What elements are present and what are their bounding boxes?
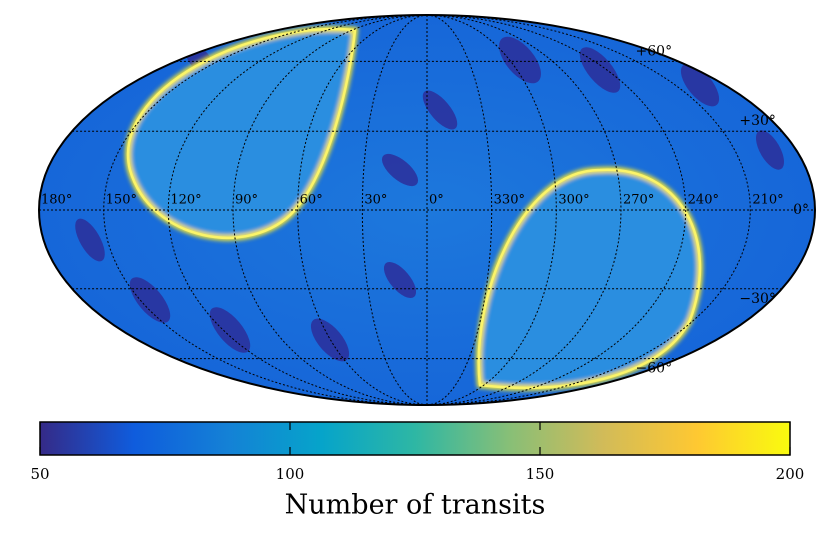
map-outline <box>38 14 816 406</box>
lon-grid-line <box>426 15 493 405</box>
lat-tick-label: 0° <box>793 202 809 218</box>
lon-tick-label: 240° <box>688 193 719 208</box>
lat-tick-label: +60° <box>636 43 673 59</box>
colorbar-tick-label: 100 <box>276 465 305 483</box>
lon-grid-line <box>167 15 428 405</box>
lon-grid-line <box>103 15 428 405</box>
lon-tick-label: 120° <box>170 193 201 208</box>
lon-tick-label: 330° <box>494 193 525 208</box>
colorbar-tick-label: 50 <box>30 465 49 483</box>
lon-grid-line <box>426 15 557 405</box>
colorbar-tick-label: 150 <box>526 465 555 483</box>
lon-grid-line <box>426 15 687 405</box>
lon-grid-line <box>426 15 622 405</box>
lon-tick-label: 30° <box>364 193 387 208</box>
lon-tick-label: 300° <box>558 193 589 208</box>
lon-grid-line <box>426 15 751 405</box>
lat-tick-label: −30° <box>739 291 776 307</box>
lon-grid-line <box>232 15 428 405</box>
lon-tick-label: 60° <box>300 193 323 208</box>
lon-tick-label: 150° <box>106 193 137 208</box>
colorbar-label: Number of transits <box>285 490 546 521</box>
lat-tick-label: +30° <box>739 113 776 129</box>
lon-tick-label: 180° <box>41 193 72 208</box>
colorbar <box>39 421 791 456</box>
sky-map <box>39 15 815 405</box>
lon-tick-label: 270° <box>623 193 654 208</box>
lon-tick-label: 0° <box>429 193 444 208</box>
lon-grid-line <box>297 15 428 405</box>
lon-tick-label: 90° <box>235 193 258 208</box>
lat-tick-label: −60° <box>636 361 673 377</box>
colorbar-tick-label: 200 <box>776 465 805 483</box>
lon-tick-label: 210° <box>752 193 783 208</box>
lon-grid-line <box>361 15 428 405</box>
